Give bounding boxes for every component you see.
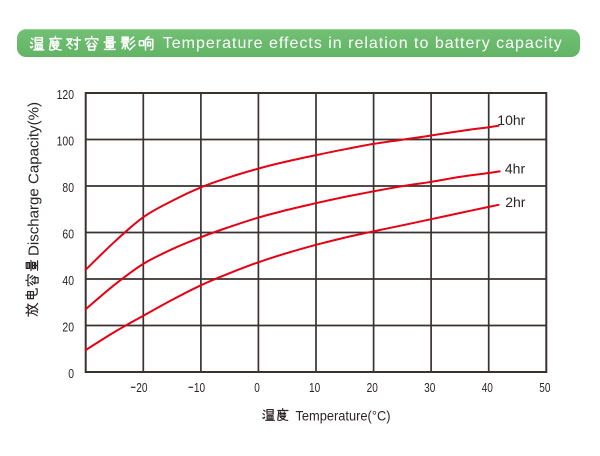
svg-text:Temperature effects in relatio: Temperature effects in relation to batte…: [163, 35, 562, 52]
svg-text:50: 50: [539, 381, 550, 395]
svg-text:4hr: 4hr: [505, 161, 526, 177]
svg-text:60: 60: [62, 228, 74, 242]
svg-text:10: 10: [309, 381, 320, 395]
svg-text:20: 20: [62, 321, 74, 335]
svg-text:120: 120: [57, 88, 74, 102]
svg-text:0: 0: [68, 367, 74, 381]
svg-text:Temperature(°C): Temperature(°C): [296, 408, 391, 424]
svg-text:80: 80: [62, 181, 74, 195]
svg-text:40: 40: [62, 274, 74, 288]
svg-text:Discharge Capacity(%): Discharge Capacity(%): [26, 102, 43, 256]
svg-text:20: 20: [136, 381, 147, 395]
svg-text:30: 30: [424, 381, 435, 395]
svg-text:10hr: 10hr: [497, 112, 525, 128]
svg-text:20: 20: [367, 381, 378, 395]
svg-text:10: 10: [194, 381, 205, 395]
svg-text:2hr: 2hr: [505, 194, 526, 210]
svg-text:100: 100: [57, 135, 74, 149]
svg-text:40: 40: [482, 381, 493, 395]
svg-text:0: 0: [254, 381, 260, 395]
